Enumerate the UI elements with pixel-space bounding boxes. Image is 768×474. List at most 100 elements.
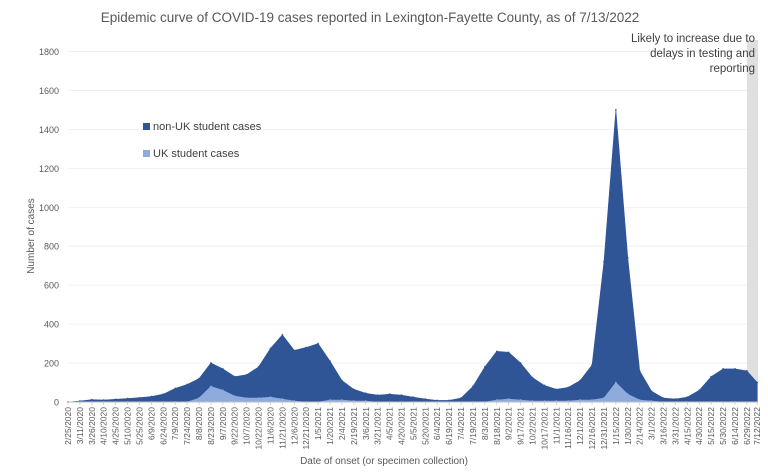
y-tick-label: 400 xyxy=(44,320,59,330)
x-tick-label: 3/6/2021 xyxy=(361,407,371,440)
x-tick-label: 6/14/2022 xyxy=(730,407,740,445)
data-point-non-uk xyxy=(722,367,724,370)
x-tick-label: 7/24/2020 xyxy=(182,407,192,445)
x-tick-label: 12/1/2021 xyxy=(575,407,585,445)
y-tick-label: 1800 xyxy=(39,47,59,57)
x-tick-label: 9/7/2020 xyxy=(218,407,228,440)
x-tick-label: 7/19/2021 xyxy=(468,407,478,445)
x-tick-label: 1/15/2022 xyxy=(611,407,621,445)
data-point-non-uk xyxy=(257,366,260,368)
legend-swatch xyxy=(143,150,150,157)
data-point-non-uk xyxy=(674,398,677,400)
data-point-non-uk xyxy=(710,375,713,378)
x-tick-label: 2/4/2021 xyxy=(337,407,347,440)
x-tick-label: 12/31/2021 xyxy=(599,407,609,450)
data-point-uk xyxy=(329,399,331,401)
data-point-uk xyxy=(519,399,522,401)
annotation-line: Likely to increase due to xyxy=(631,33,755,45)
data-point-non-uk xyxy=(507,351,510,354)
axis-layer: 0 200 400 600 800 1000 1200 1400 1600 1800 2/25/20… xyxy=(39,47,762,450)
x-tick-label: 1/5/2021 xyxy=(313,407,323,440)
data-point-non-uk xyxy=(269,347,272,350)
x-tick-label: 11/16/2021 xyxy=(563,407,573,449)
x-tick-label: 6/9/2020 xyxy=(146,407,156,440)
x-tick-label: 1/30/2022 xyxy=(623,407,633,445)
data-point-non-uk xyxy=(519,362,522,364)
data-point-uk xyxy=(603,397,605,400)
chart-title: Epidemic curve of COVID-19 cases reporte… xyxy=(101,10,640,25)
x-tick-label: 4/10/2020 xyxy=(99,407,109,445)
data-point-non-uk xyxy=(221,367,224,370)
data-point-uk xyxy=(233,395,236,398)
data-point-non-uk xyxy=(317,342,320,345)
data-point-uk xyxy=(221,389,224,392)
data-point-uk xyxy=(245,397,248,400)
data-point-non-uk xyxy=(245,373,248,376)
data-point-non-uk xyxy=(364,392,367,395)
x-tick-label: 12/6/2020 xyxy=(289,407,299,445)
x-tick-label: 1/20/2021 xyxy=(325,407,335,445)
annotation-line: delays in testing and xyxy=(650,48,755,60)
x-tick-label: 7/4/2021 xyxy=(456,407,466,440)
data-point-non-uk xyxy=(341,379,343,382)
data-point-non-uk xyxy=(138,396,141,399)
x-tick-label: 3/1/2022 xyxy=(647,407,657,440)
data-point-non-uk xyxy=(352,388,355,391)
data-point-non-uk xyxy=(90,398,93,401)
x-tick-label: 10/17/2021 xyxy=(539,407,549,450)
data-point-uk xyxy=(495,399,498,401)
x-tick-label: 11/21/2020 xyxy=(277,407,287,449)
data-point-uk xyxy=(567,400,570,402)
x-tick-label: 6/24/2020 xyxy=(158,407,168,445)
x-tick-label: 12/16/2021 xyxy=(587,407,597,450)
data-point-non-uk xyxy=(543,384,546,387)
data-point-uk xyxy=(364,400,367,402)
data-point-non-uk xyxy=(662,397,665,400)
y-axis-label: Number of cases xyxy=(26,198,37,274)
y-tick-label: 600 xyxy=(44,281,59,291)
shade-layer xyxy=(746,40,758,402)
x-tick-label: 7/12/2022 xyxy=(752,407,762,445)
data-point-non-uk xyxy=(472,385,474,388)
data-point-non-uk xyxy=(376,394,379,397)
data-point-non-uk xyxy=(698,389,701,392)
data-point-uk xyxy=(531,400,534,402)
x-tick-label: 6/19/2021 xyxy=(444,407,454,445)
data-point-uk xyxy=(198,397,200,400)
data-point-uk xyxy=(293,400,296,402)
y-tick-label: 1600 xyxy=(39,86,59,96)
y-tick-label: 1200 xyxy=(39,164,59,174)
data-point-non-uk xyxy=(650,390,653,393)
data-point-non-uk xyxy=(579,379,582,382)
data-point-non-uk xyxy=(412,396,415,399)
data-point-uk xyxy=(507,398,510,400)
x-tick-label: 11/1/2021 xyxy=(551,407,561,444)
x-tick-label: 2/25/2020 xyxy=(63,407,73,445)
data-point-non-uk xyxy=(400,394,403,397)
x-tick-label: 3/26/2020 xyxy=(87,407,97,445)
data-point-non-uk xyxy=(436,399,439,402)
data-point-uk xyxy=(579,399,582,401)
x-tick-label: 4/5/2021 xyxy=(385,407,395,440)
x-tick-label: 5/5/2021 xyxy=(408,407,418,440)
data-point-non-uk xyxy=(626,256,629,259)
legend-label: non-UK student cases xyxy=(153,121,262,133)
x-tick-label: 3/16/2022 xyxy=(659,407,669,445)
data-point-non-uk xyxy=(126,397,129,400)
data-point-uk xyxy=(269,396,272,399)
data-point-non-uk xyxy=(210,362,212,364)
data-point-uk xyxy=(626,393,629,396)
x-tick-label: 6/29/2022 xyxy=(742,407,752,445)
x-tick-label: 8/8/2020 xyxy=(194,407,204,440)
x-tick-label: 4/25/2020 xyxy=(111,407,121,445)
annotation-text: Likely to increase due to delays in testi… xyxy=(631,33,755,75)
x-axis-label: Date of onset (or specimen collection) xyxy=(300,456,468,467)
x-tick-label: 3/21/2021 xyxy=(373,407,383,445)
data-point-uk xyxy=(281,398,284,400)
x-tick-label: 5/30/2022 xyxy=(718,407,728,445)
data-point-uk xyxy=(638,399,641,401)
data-point-non-uk xyxy=(495,350,498,353)
x-tick-label: 5/10/2020 xyxy=(123,407,133,445)
grid-layer xyxy=(68,51,758,364)
data-point-uk xyxy=(210,385,212,388)
